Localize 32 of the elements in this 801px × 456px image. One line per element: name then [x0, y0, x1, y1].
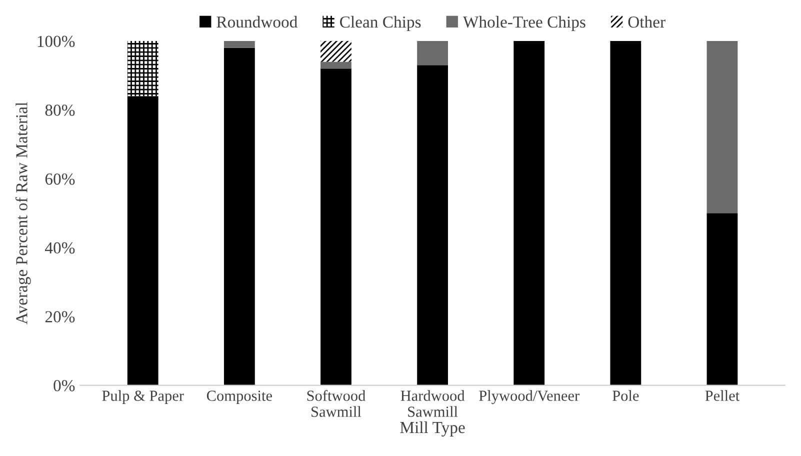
bar: [224, 41, 255, 48]
bar: [610, 41, 642, 386]
bar: [224, 48, 255, 386]
x-axis-title: Mill Type: [400, 421, 465, 437]
bar: [417, 65, 448, 386]
x-tick-label: Pellet: [705, 390, 740, 401]
bar: [706, 213, 738, 386]
y-tick-label: 80%: [45, 104, 75, 116]
legend-label: Clean Chips: [340, 16, 421, 32]
bar: [320, 41, 352, 62]
bar: [320, 68, 352, 386]
legend-label: Roundwood: [216, 16, 298, 28]
x-tick-label: Composite: [206, 390, 272, 404]
x-tick-label: Hardwood Sawmill: [400, 390, 465, 417]
x-tick-label: Softwood Sawmill: [307, 390, 366, 417]
bar: [127, 41, 158, 96]
x-tick-label: Pole: [612, 390, 639, 401]
y-tick-label: 0%: [54, 380, 75, 392]
bar: [320, 62, 352, 69]
y-tick-label: 60%: [45, 173, 75, 185]
y-axis-title: Average Percent of Raw Material: [15, 102, 31, 324]
legend-label: Whole-Tree Chips: [462, 16, 586, 32]
bar: [706, 41, 738, 214]
y-tick-label: 100%: [38, 36, 75, 48]
bar: [417, 41, 448, 66]
x-tick-label: Pulp & Paper: [102, 390, 184, 404]
y-tick-label: 40%: [45, 242, 75, 254]
bar: [514, 41, 545, 386]
y-tick-label: 20%: [45, 311, 75, 322]
legend-label: Other: [628, 16, 666, 28]
x-tick-label: Plywood/Veneer: [479, 390, 580, 404]
bar: [127, 96, 158, 386]
